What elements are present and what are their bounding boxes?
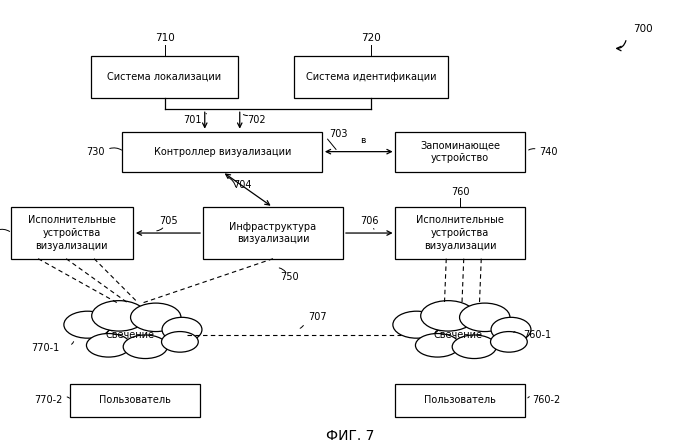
Ellipse shape bbox=[162, 318, 202, 342]
Text: Запоминающее
устройство: Запоминающее устройство bbox=[420, 140, 500, 163]
Text: 703: 703 bbox=[329, 129, 347, 139]
Ellipse shape bbox=[491, 331, 527, 352]
Text: в: в bbox=[360, 136, 366, 145]
Ellipse shape bbox=[123, 335, 167, 359]
Text: 740: 740 bbox=[539, 147, 557, 157]
Text: Свечение: Свечение bbox=[105, 330, 154, 339]
FancyArrowPatch shape bbox=[617, 41, 626, 51]
Ellipse shape bbox=[92, 301, 146, 331]
Text: 707: 707 bbox=[308, 312, 327, 322]
Ellipse shape bbox=[162, 331, 198, 352]
Text: Исполнительные
устройства
визуализации: Исполнительные устройства визуализации bbox=[28, 215, 116, 251]
Ellipse shape bbox=[491, 318, 531, 342]
Text: Контроллер визуализации: Контроллер визуализации bbox=[153, 147, 291, 157]
Text: Система идентификации: Система идентификации bbox=[306, 72, 436, 82]
FancyBboxPatch shape bbox=[294, 56, 448, 98]
Text: 700: 700 bbox=[634, 24, 653, 34]
Text: 770-1: 770-1 bbox=[32, 343, 60, 353]
Text: Система локализации: Система локализации bbox=[107, 72, 222, 82]
Text: Пользователь: Пользователь bbox=[99, 395, 171, 405]
Text: 710: 710 bbox=[155, 33, 174, 43]
Text: 706: 706 bbox=[360, 215, 379, 226]
Text: 760-2: 760-2 bbox=[532, 395, 560, 405]
Text: 770-2: 770-2 bbox=[34, 395, 63, 405]
FancyBboxPatch shape bbox=[395, 132, 525, 172]
Text: 730: 730 bbox=[87, 147, 105, 157]
FancyBboxPatch shape bbox=[122, 132, 322, 172]
Ellipse shape bbox=[459, 303, 510, 331]
Text: Инфраструктура
визуализации: Инфраструктура визуализации bbox=[230, 222, 316, 244]
Text: 750: 750 bbox=[280, 272, 299, 281]
Text: Исполнительные
устройства
визуализации: Исполнительные устройства визуализации bbox=[416, 215, 504, 251]
Text: 760-1: 760-1 bbox=[524, 330, 552, 339]
FancyBboxPatch shape bbox=[70, 384, 199, 417]
FancyBboxPatch shape bbox=[203, 207, 343, 259]
Ellipse shape bbox=[393, 311, 440, 338]
Ellipse shape bbox=[416, 334, 459, 357]
Text: 701: 701 bbox=[183, 116, 202, 125]
Text: Пользователь: Пользователь bbox=[424, 395, 496, 405]
Text: 705: 705 bbox=[159, 215, 177, 226]
Ellipse shape bbox=[64, 311, 111, 338]
Text: Свечение: Свечение bbox=[434, 330, 483, 339]
Text: ФИГ. 7: ФИГ. 7 bbox=[326, 429, 374, 443]
Ellipse shape bbox=[421, 301, 475, 331]
Text: 760: 760 bbox=[451, 187, 470, 197]
Text: 704: 704 bbox=[232, 180, 251, 190]
FancyBboxPatch shape bbox=[91, 56, 238, 98]
Ellipse shape bbox=[87, 334, 131, 357]
FancyBboxPatch shape bbox=[395, 207, 525, 259]
Ellipse shape bbox=[452, 335, 496, 359]
FancyBboxPatch shape bbox=[395, 384, 525, 417]
Text: 720: 720 bbox=[361, 33, 381, 43]
Text: 702: 702 bbox=[247, 116, 265, 125]
FancyBboxPatch shape bbox=[10, 207, 133, 259]
Ellipse shape bbox=[131, 303, 181, 331]
